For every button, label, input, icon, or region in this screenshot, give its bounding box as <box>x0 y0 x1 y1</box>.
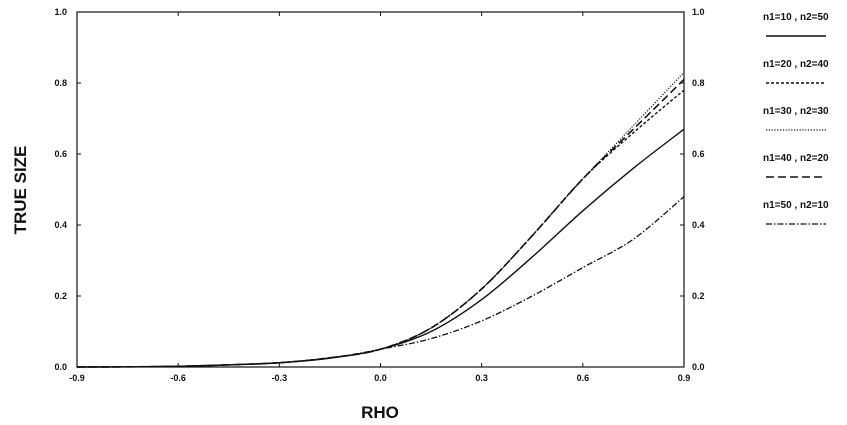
series-line-3 <box>76 71 685 368</box>
right-y-tick-label: 1.0 <box>692 7 705 17</box>
right-y-tick-label: 0.2 <box>692 291 705 301</box>
legend-label: n1=40 , n2=20 <box>763 153 829 164</box>
tick-labels: -0.9 -0.6 -0.3 0.0 0.3 0.6 0.90.00.20.40.60.81… <box>54 7 704 383</box>
x-tick-label: 0.6 <box>577 373 590 383</box>
x-tick-label: -0.3 <box>272 373 288 383</box>
right-y-tick-label: 0.0 <box>692 362 705 372</box>
x-tick-label: -0.6 <box>170 373 186 383</box>
y-tick-label: 0.8 <box>54 78 67 88</box>
legend-label: n1=50 , n2=10 <box>763 200 829 211</box>
y-axis-title: TRUE SIZE <box>11 146 30 235</box>
series-line-4 <box>76 78 685 368</box>
tick-marks <box>76 11 685 368</box>
series-line-2 <box>76 89 685 368</box>
series-line-1 <box>76 128 685 368</box>
legend-label: n1=20 , n2=40 <box>763 59 829 70</box>
series-line-5 <box>76 196 685 368</box>
legend: n1=10 , n2=50 n1=20 , n2=40 n1=30 , n2=30 n… <box>763 12 829 225</box>
y-tick-label: 0.6 <box>54 149 67 159</box>
y-tick-label: 1.0 <box>54 7 67 17</box>
y-tick-label: 0.2 <box>54 291 67 301</box>
legend-label: n1=30 , n2=30 <box>763 106 829 117</box>
y-tick-label: 0.4 <box>54 220 67 230</box>
x-tick-label: 0.0 <box>374 373 387 383</box>
x-axis-title: RHO <box>361 403 399 422</box>
legend-label: n1=10 , n2=50 <box>763 12 829 23</box>
x-tick-label: 0.9 <box>678 373 691 383</box>
right-y-tick-label: 0.4 <box>692 220 705 230</box>
plot-frame <box>76 11 685 368</box>
right-y-tick-label: 0.8 <box>692 78 705 88</box>
x-tick-label: -0.9 <box>69 373 85 383</box>
right-y-tick-label: 0.6 <box>692 149 705 159</box>
series-lines <box>76 71 685 368</box>
y-tick-label: 0.0 <box>54 362 67 372</box>
x-tick-label: 0.3 <box>475 373 488 383</box>
